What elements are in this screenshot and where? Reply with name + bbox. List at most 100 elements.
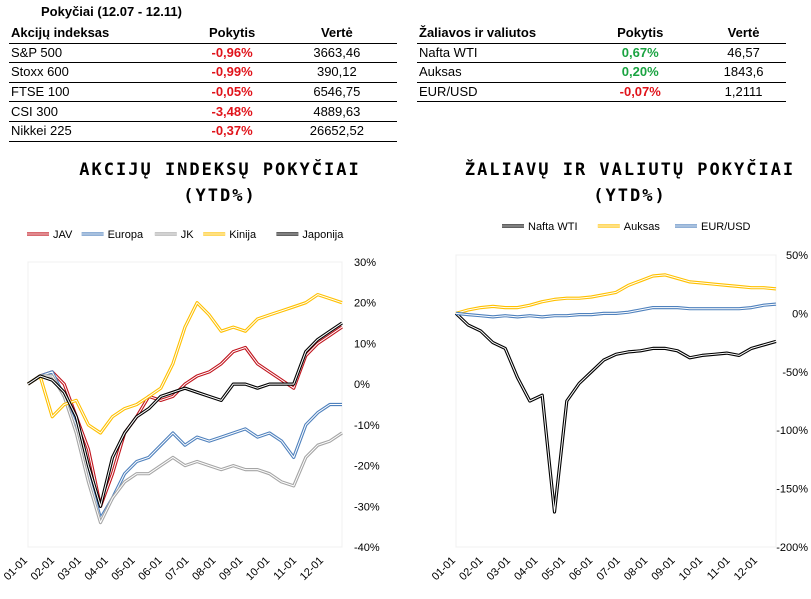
row-change: -0,05% (187, 82, 277, 103)
y-tick-label: 50% (786, 250, 808, 262)
y-tick-label: -10% (354, 420, 380, 432)
y-tick-label: -30% (354, 501, 380, 513)
chart-subtitle: (YTD%) (183, 186, 257, 206)
chart-title: ŽALIAVŲ IR VALIUTŲ POKYČIAI (464, 160, 796, 180)
row-change: -0,99% (187, 62, 277, 83)
x-tick-label: 06-01 (567, 555, 595, 583)
y-tick-label: -200% (776, 542, 808, 554)
row-name: Stoxx 600 (9, 62, 188, 83)
row-value: 6546,75 (276, 82, 397, 103)
y-tick-label: 0% (354, 379, 370, 391)
row-name: EUR/USD (417, 82, 580, 103)
row-name: Nafta WTI (417, 43, 580, 64)
page-title: Pokyčiai (12.07 - 12.11) (41, 4, 182, 19)
y-tick-label: 10% (354, 338, 376, 350)
y-tick-label: 30% (354, 257, 376, 269)
legend-item: Nafta WTI (502, 221, 578, 233)
legend-label: Kinija (229, 229, 257, 241)
series-line-inner (27, 371, 342, 519)
column-header: Vertė (701, 24, 786, 44)
series-line-inner (455, 274, 777, 314)
x-tick-label: 03-01 (485, 555, 513, 583)
x-tick-label: 12-01 (732, 555, 760, 583)
row-value: 1843,6 (701, 62, 786, 83)
legend-item: JK (154, 229, 195, 241)
row-name: Auksas (417, 62, 580, 83)
x-tick-label: 02-01 (457, 555, 485, 583)
column-header: Žaliavos ir valiutos (417, 24, 580, 44)
legend-label: Europa (108, 229, 144, 241)
x-tick-label: 11-01 (705, 555, 733, 583)
commodities-table: Žaliavos ir valiutos Pokytis Vertė Nafta… (417, 24, 786, 103)
series-line-nafta-wti (454, 312, 777, 514)
legend-item: Japonija (276, 229, 344, 241)
legend-label: Japonija (302, 229, 344, 241)
indices-table: Akcijų indeksas Pokytis Vertė S&P 500 -0,… (9, 24, 397, 142)
plot-area (455, 254, 777, 548)
row-value: 4889,63 (276, 101, 397, 122)
table-row: Stoxx 600 -0,99% 390,12 (9, 62, 397, 83)
row-value: 3663,46 (276, 43, 397, 64)
row-change: -0,07% (579, 82, 702, 103)
x-tick-label: 07-01 (594, 555, 622, 583)
row-name: FTSE 100 (9, 82, 188, 103)
row-value: 26652,52 (276, 121, 397, 142)
y-tick-label: -100% (776, 425, 808, 437)
row-change: -3,48% (187, 101, 277, 122)
table-header-row: Akcijų indeksas Pokytis Vertė (9, 24, 397, 44)
column-header: Vertė (276, 24, 397, 44)
legend-label: EUR/USD (701, 221, 751, 233)
legend-label: JAV (53, 229, 73, 241)
table-row: Auksas 0,20% 1843,6 (417, 62, 786, 83)
series-line-inner (455, 313, 777, 513)
x-tick-label: 10-01 (677, 555, 705, 583)
legend-item: EUR/USD (675, 221, 751, 233)
row-change: -0,96% (187, 43, 277, 64)
legend-label: JK (181, 229, 195, 241)
x-tick-label: 04-01 (512, 555, 540, 583)
column-header: Pokytis (579, 24, 702, 44)
table-row: Nafta WTI 0,67% 46,57 (417, 43, 786, 64)
x-tick-label: 08-01 (622, 555, 650, 583)
legend-item: Europa (81, 229, 144, 241)
y-tick-label: 0% (792, 308, 808, 320)
series-line-inner (27, 322, 343, 507)
y-tick-label: -150% (776, 484, 808, 496)
table-row: EUR/USD -0,07% 1,2111 (417, 82, 786, 103)
row-value: 390,12 (276, 62, 397, 83)
chart-title-commodities: ŽALIAVŲ IR VALIUTŲ POKYČIAI (YTD%) (450, 157, 810, 209)
y-tick-label: -50% (782, 367, 808, 379)
row-name: CSI 300 (9, 101, 188, 122)
legend-item: Auksas (597, 221, 661, 233)
legend-label: Nafta WTI (528, 221, 578, 233)
table-header-row: Žaliavos ir valiutos Pokytis Vertė (417, 24, 786, 44)
x-tick-label: 01-01 (430, 555, 458, 583)
y-tick-label: -20% (354, 461, 380, 473)
row-value: 1,2111 (701, 82, 786, 103)
row-change: 0,20% (579, 62, 702, 83)
chart-subtitle: (YTD%) (593, 186, 667, 206)
column-header: Akcijų indeksas (9, 24, 188, 44)
row-name: Nikkei 225 (9, 121, 188, 142)
table-row: S&P 500 -0,96% 3663,46 (9, 43, 397, 64)
chart-title: AKCIJŲ INDEKSŲ POKYČIAI (79, 160, 361, 180)
table-row: FTSE 100 -0,05% 6546,75 (9, 82, 397, 103)
row-value: 46,57 (701, 43, 786, 64)
row-name: S&P 500 (9, 43, 188, 64)
row-change: -0,37% (187, 121, 277, 142)
legend-label: Auksas (624, 221, 661, 233)
series-line-inner (27, 294, 343, 434)
legend-item: Kinija (203, 229, 257, 241)
series-line-inner (27, 375, 343, 524)
y-tick-label: -40% (354, 542, 380, 554)
column-header: Pokytis (187, 24, 277, 44)
legend-item: JAV (27, 229, 73, 241)
chart-title-indices: AKCIJŲ INDEKSŲ POKYČIAI (YTD%) (60, 157, 380, 209)
x-tick-label: 05-01 (540, 555, 568, 583)
table-row: Nikkei 225 -0,37% 26652,52 (9, 121, 397, 142)
x-tick-label: 09-01 (649, 555, 677, 583)
y-tick-label: 20% (354, 298, 376, 310)
table-row: CSI 300 -3,48% 4889,63 (9, 101, 397, 122)
